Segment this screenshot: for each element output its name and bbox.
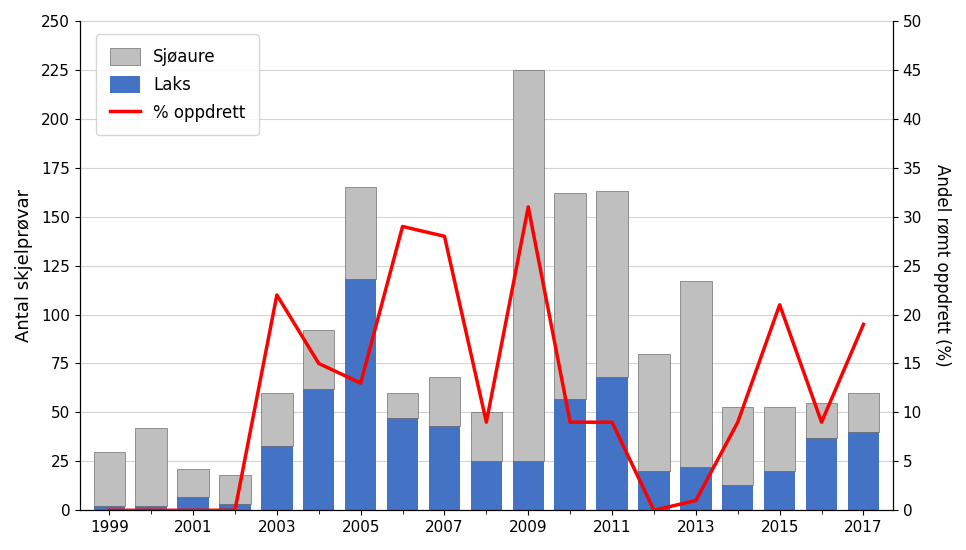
Bar [806,403,838,438]
Bar [513,461,544,510]
Bar [261,393,293,446]
Bar [178,469,209,497]
Bar [135,507,167,510]
Bar [386,419,418,510]
Bar [554,193,585,399]
Bar [722,406,753,485]
Bar [429,426,460,510]
Bar [178,497,209,510]
Bar [386,393,418,419]
Bar [470,412,502,461]
Bar [303,389,334,510]
Bar [470,461,502,510]
Bar [429,377,460,426]
Bar [303,330,334,389]
Bar [596,377,628,510]
Legend: Sjøaure, Laks, % oppdrett: Sjøaure, Laks, % oppdrett [97,34,259,135]
Bar [94,452,125,507]
Bar [680,467,712,510]
Bar [764,406,795,471]
Bar [219,504,250,510]
Bar [722,485,753,510]
Bar [219,475,250,504]
Bar [639,471,669,510]
Bar [135,428,167,507]
Bar [806,438,838,510]
Bar [639,354,669,471]
Bar [261,446,293,510]
Y-axis label: Antal skjelprøvar: Antal skjelprøvar [15,189,33,342]
Bar [764,471,795,510]
Bar [680,281,712,467]
Bar [345,188,377,279]
Bar [345,279,377,510]
Bar [554,399,585,510]
Bar [94,507,125,510]
Bar [848,393,879,432]
Y-axis label: Andel rømt oppdrett (%): Andel rømt oppdrett (%) [933,164,951,367]
Bar [513,70,544,461]
Bar [848,432,879,510]
Bar [596,191,628,377]
